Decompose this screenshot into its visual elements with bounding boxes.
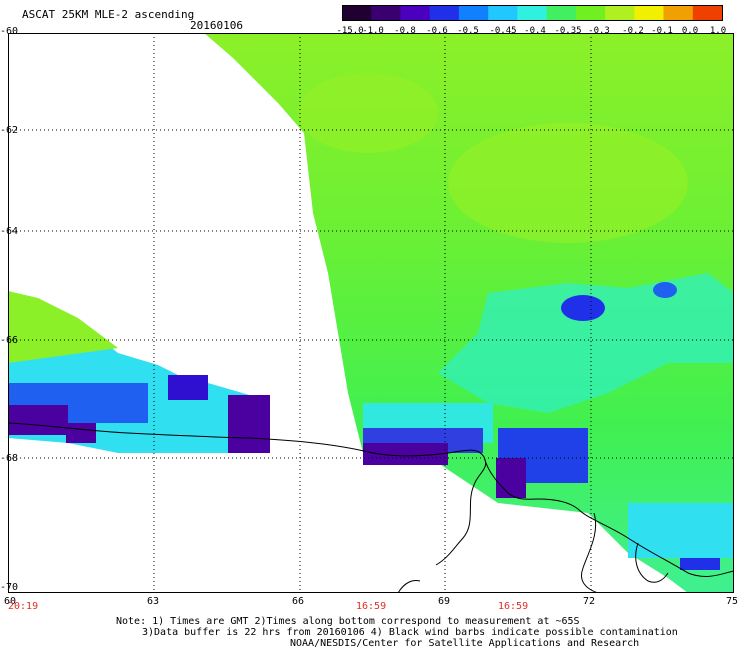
colorbar-label: -0.6 bbox=[426, 26, 448, 36]
colorbar-label: -0.8 bbox=[394, 26, 416, 36]
colorbar-label: -0.5 bbox=[457, 26, 479, 36]
colorbar-label: 0.0 bbox=[681, 26, 699, 36]
colorbar-label: -0.2 bbox=[622, 26, 644, 36]
graticule bbox=[8, 33, 734, 593]
lon-label: 60 bbox=[4, 596, 17, 607]
data-region-cyan bbox=[628, 503, 734, 558]
colorbar-swatch bbox=[400, 5, 431, 21]
data-region-purple bbox=[496, 458, 526, 498]
data-region-purple bbox=[228, 395, 270, 453]
colorbar-swatch bbox=[342, 5, 372, 21]
colorbar-swatch bbox=[517, 5, 548, 21]
coastline bbox=[397, 512, 669, 593]
pass-time: 20:19 bbox=[8, 601, 39, 612]
data-patch bbox=[448, 123, 688, 243]
colorbar-swatch bbox=[663, 5, 694, 21]
pass-time: 16:59 bbox=[498, 601, 529, 612]
data-swath-left bbox=[8, 291, 118, 363]
pass-time: 16:59 bbox=[356, 601, 387, 612]
colorbar-label: -0.4 bbox=[524, 26, 546, 36]
coastline bbox=[8, 422, 734, 577]
colorbar-swatches bbox=[342, 5, 723, 21]
data-region-cyan bbox=[438, 273, 734, 413]
data-region-purple bbox=[8, 405, 68, 435]
colorbar-swatch bbox=[458, 5, 489, 21]
colorbar-swatch bbox=[371, 5, 401, 21]
colorbar-label: -1.0 bbox=[362, 26, 384, 36]
data-region-blue bbox=[168, 375, 208, 400]
data-region-blue bbox=[561, 295, 605, 321]
data-region-purple bbox=[66, 423, 96, 443]
colorbar-label: -0.45 bbox=[489, 26, 517, 36]
note-line: NOAA/NESDIS/Center for Satellite Applica… bbox=[290, 638, 640, 649]
data-region-purple bbox=[363, 443, 448, 465]
product-date: 20160106 bbox=[190, 19, 243, 32]
lon-label: 66 bbox=[292, 596, 305, 607]
colorbar-swatch bbox=[575, 5, 606, 21]
note-line: Note: 1) Times are GMT 2)Times along bot… bbox=[116, 616, 580, 627]
lon-label: 63 bbox=[147, 596, 160, 607]
scatterometer-map bbox=[8, 33, 734, 593]
data-patch bbox=[298, 73, 438, 153]
lat-label: -60 bbox=[0, 26, 19, 37]
colorbar-swatch bbox=[605, 5, 635, 21]
colorbar-label: -15.0 bbox=[336, 26, 364, 36]
lat-label: -62 bbox=[0, 125, 19, 136]
colorbar-swatch bbox=[692, 5, 723, 21]
note-line: 3)Data buffer is 22 hrs from 20160106 4)… bbox=[142, 627, 678, 638]
colorbar-label: -0.1 bbox=[651, 26, 673, 36]
lat-label: -70 bbox=[0, 582, 19, 593]
colorbar-label: 1.0 bbox=[709, 26, 727, 36]
lat-label: -64 bbox=[0, 226, 19, 237]
colorbar-label: -0.35 bbox=[554, 26, 582, 36]
colorbar-swatch bbox=[488, 5, 518, 21]
lat-label: -66 bbox=[0, 335, 19, 346]
colorbar-swatch bbox=[429, 5, 460, 21]
colorbar-swatch bbox=[546, 5, 577, 21]
colorbar bbox=[342, 5, 723, 21]
lon-label: 69 bbox=[438, 596, 451, 607]
lon-label: 75 bbox=[726, 596, 739, 607]
colorbar-label: -0.3 bbox=[588, 26, 610, 36]
colorbar-swatch bbox=[634, 5, 664, 21]
lon-label: 72 bbox=[583, 596, 596, 607]
lat-label: -68 bbox=[0, 453, 19, 464]
product-title: ASCAT 25KM MLE-2 ascending bbox=[22, 8, 195, 21]
data-region-blue bbox=[653, 282, 677, 298]
data-region-blue bbox=[680, 558, 720, 570]
